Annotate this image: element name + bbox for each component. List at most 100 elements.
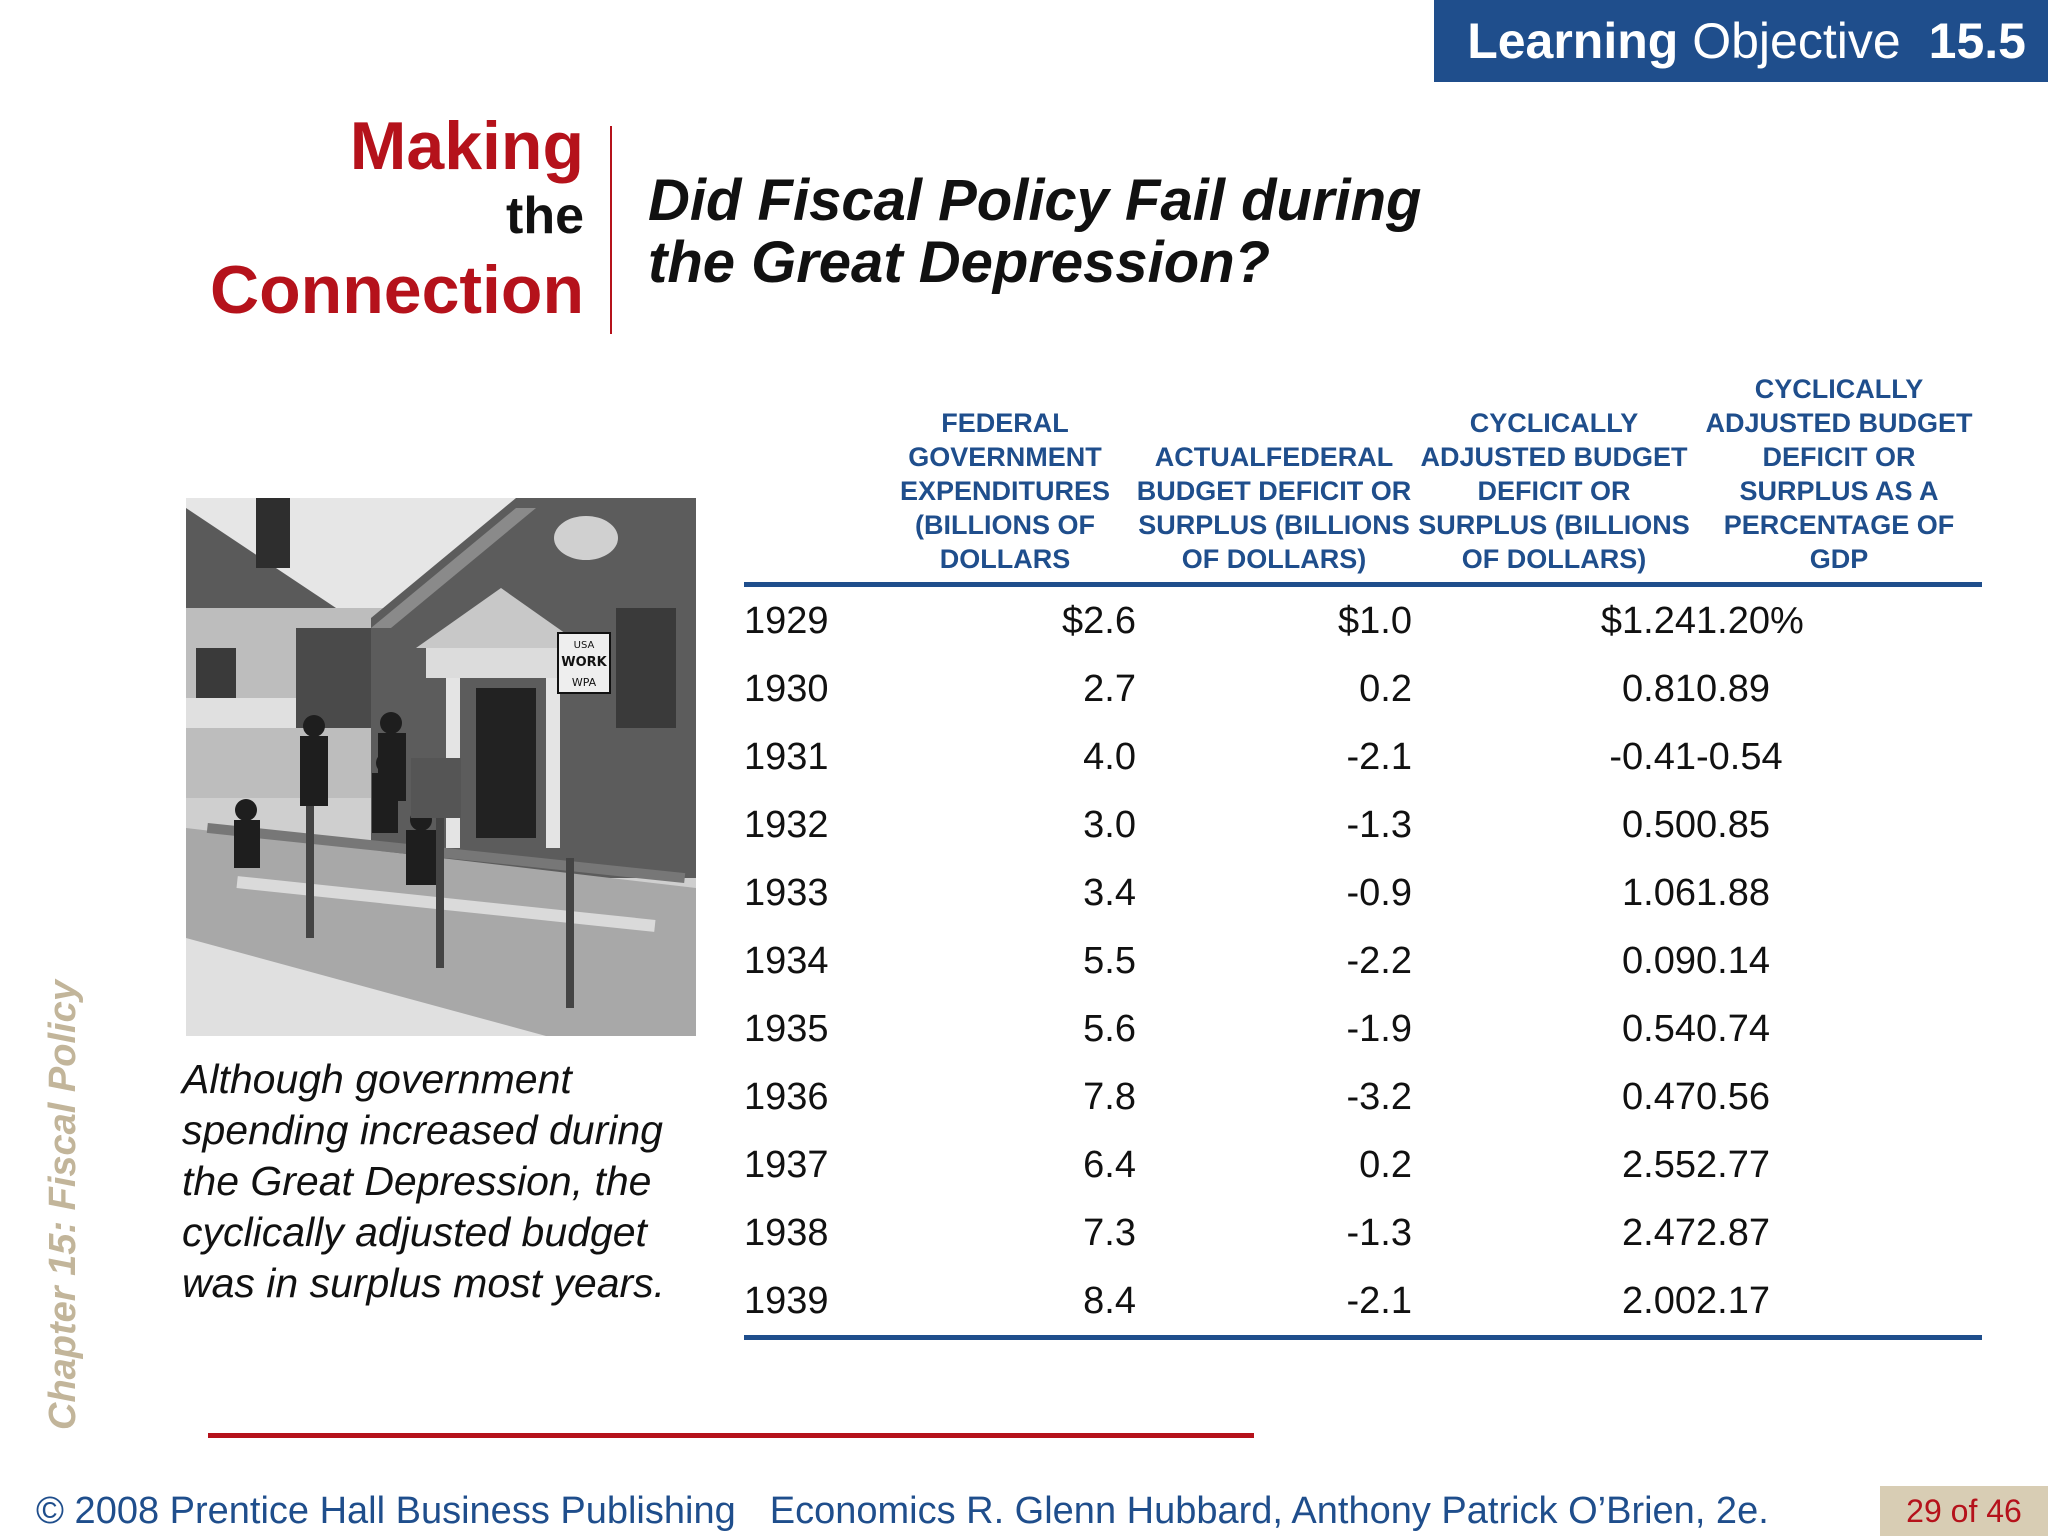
cell-year: 1938 <box>744 1211 829 1254</box>
table-row: 1934 5.5 -2.2 0.09 0.14 <box>744 927 1982 995</box>
cell-cyclically-adjusted: 0.47 <box>1622 1075 1696 1118</box>
table-row: 1939 8.4 -2.1 2.00 2.17 <box>744 1267 1982 1340</box>
cell-actual-deficit: 0.2 <box>1359 667 1412 710</box>
header-percent-gdp: CYCLICALLY ADJUSTED BUDGET DEFICIT OR SU… <box>1696 372 1982 587</box>
photo-sign-line1: USA <box>574 640 595 651</box>
table-row: 1929 $2.6 $1.0 $1.24 1.20% <box>744 585 1982 656</box>
table-row: 1937 6.4 0.2 2.55 2.77 <box>744 1131 1982 1199</box>
cell-cyclically-adjusted: 0.09 <box>1622 939 1696 982</box>
caption-line: Although government <box>182 1056 572 1102</box>
table-row: 1930 2.7 0.2 0.81 0.89 <box>744 655 1982 723</box>
cell-expenditures: 7.3 <box>1083 1211 1136 1254</box>
mtc-connection: Connection <box>210 252 584 328</box>
cell-year: 1930 <box>744 667 829 710</box>
cell-actual-deficit: -2.2 <box>1346 939 1412 982</box>
table-row: 1936 7.8 -3.2 0.47 0.56 <box>744 1063 1982 1131</box>
cell-cyclically-adjusted: 2.00 <box>1412 1267 1696 1340</box>
cell-cyclically-adjusted: 0.81 <box>1622 667 1696 710</box>
learning-objective-banner: Learning Objective 15.5 <box>1434 0 2048 82</box>
cell-actual-deficit: -2.1 <box>1346 735 1412 778</box>
cell-percent-gdp: 1.88 <box>1696 871 1770 914</box>
cell-year: 1929 <box>744 599 829 642</box>
cell-percent-gdp: 0.85 <box>1696 803 1770 846</box>
table-header-row: FEDERAL GOVERNMENT EXPENDITURES (BILLION… <box>744 372 1982 587</box>
cell-year: 1935 <box>744 1007 829 1050</box>
cell-percent-gdp: 1.20% <box>1696 599 1804 642</box>
caption-line: spending increased during <box>182 1107 663 1153</box>
cell-actual-deficit: -3.2 <box>1346 1075 1412 1118</box>
cell-expenditures: 6.4 <box>1083 1143 1136 1186</box>
footer-divider <box>208 1433 1254 1438</box>
title-line-2: the Great Depression? <box>648 230 1271 295</box>
footer: © 2008 Prentice Hall Business Publishing… <box>36 1490 1769 1533</box>
wpa-workers-photo: USA WORK WPA <box>186 498 696 1036</box>
cell-expenditures: $2.6 <box>1062 599 1136 642</box>
cell-year: 1936 <box>744 1075 829 1118</box>
cell-year: 1932 <box>744 803 829 846</box>
cell-percent-gdp: 0.74 <box>1696 1007 1770 1050</box>
title-line-1: Did Fiscal Policy Fail during <box>648 168 1422 233</box>
cell-cyclically-adjusted: $1.24 <box>1600 599 1696 642</box>
fiscal-policy-table: FEDERAL GOVERNMENT EXPENDITURES (BILLION… <box>744 372 1982 1340</box>
cell-year: 1931 <box>744 735 829 778</box>
chapter-label: Chapter 15: Fiscal Policy <box>42 980 84 1430</box>
header-cyclically-adjusted: CYCLICALLY ADJUSTED BUDGET DEFICIT OR SU… <box>1412 372 1696 587</box>
footer-publisher: © 2008 Prentice Hall Business Publishing <box>36 1490 736 1532</box>
slide-title: Did Fiscal Policy Fail during the Great … <box>648 170 1548 294</box>
cell-expenditures: 4.0 <box>1083 735 1136 778</box>
cell-percent-gdp: 0.56 <box>1696 1075 1770 1118</box>
making-the-connection-label: Making the Connection <box>150 112 584 324</box>
caption-line: was in surplus most years. <box>182 1260 666 1306</box>
cell-percent-gdp: 0.89 <box>1696 667 1770 710</box>
cell-actual-deficit: -0.9 <box>1346 871 1412 914</box>
cell-cyclically-adjusted: -0.41 <box>1609 735 1696 778</box>
table-row: 1933 3.4 -0.9 1.06 1.88 <box>744 859 1982 927</box>
cell-actual-deficit: -1.3 <box>1346 803 1412 846</box>
cell-actual-deficit: $1.0 <box>1338 599 1412 642</box>
cell-percent-gdp: 2.17 <box>1696 1267 1982 1340</box>
cell-expenditures: 3.0 <box>1083 803 1136 846</box>
cell-percent-gdp: 2.87 <box>1696 1211 1770 1254</box>
mtc-the: the <box>506 187 584 245</box>
photo-sign-line3: WPA <box>572 676 597 689</box>
caption-line: cyclically adjusted budget <box>182 1209 647 1255</box>
header-expenditures: FEDERAL GOVERNMENT EXPENDITURES (BILLION… <box>874 372 1136 587</box>
cell-year: 1937 <box>744 1143 829 1186</box>
cell-cyclically-adjusted: 2.47 <box>1622 1211 1696 1254</box>
cell-year: 1934 <box>744 939 829 982</box>
table-row: 1935 5.6 -1.9 0.54 0.74 <box>744 995 1982 1063</box>
cell-expenditures: 2.7 <box>1083 667 1136 710</box>
page-number: 29 of 46 <box>1880 1486 2048 1536</box>
banner-number: 15.5 <box>1928 13 2026 69</box>
cell-expenditures: 3.4 <box>1083 871 1136 914</box>
cell-actual-deficit: 0.2 <box>1359 1143 1412 1186</box>
cell-actual-deficit: -1.3 <box>1346 1211 1412 1254</box>
cell-percent-gdp: 2.77 <box>1696 1143 1770 1186</box>
cell-year: 1939 <box>744 1267 874 1340</box>
cell-year: 1933 <box>744 871 829 914</box>
table-row: 1931 4.0 -2.1 -0.41 -0.54 <box>744 723 1982 791</box>
cell-expenditures: 5.6 <box>1083 1007 1136 1050</box>
cell-actual-deficit: -2.1 <box>1136 1267 1412 1340</box>
cell-expenditures: 7.8 <box>1083 1075 1136 1118</box>
photo-caption: Although government spending increased d… <box>182 1054 702 1309</box>
cell-cyclically-adjusted: 1.06 <box>1622 871 1696 914</box>
caption-line: the Great Depression, the <box>182 1158 652 1204</box>
title-divider <box>610 126 612 334</box>
footer-book: Economics R. Glenn Hubbard, Anthony Patr… <box>769 1490 1769 1532</box>
mtc-making: Making <box>349 108 584 184</box>
header-actual-deficit: ACTUALFEDERAL BUDGET DEFICIT OR SURPLUS … <box>1136 372 1412 587</box>
cell-cyclically-adjusted: 0.50 <box>1622 803 1696 846</box>
header-year <box>744 372 874 587</box>
cell-percent-gdp: 0.14 <box>1696 939 1770 982</box>
cell-cyclically-adjusted: 0.54 <box>1622 1007 1696 1050</box>
cell-expenditures: 5.5 <box>1083 939 1136 982</box>
table-row: 1938 7.3 -1.3 2.47 2.87 <box>744 1199 1982 1267</box>
cell-percent-gdp: -0.54 <box>1696 735 1783 778</box>
cell-actual-deficit: -1.9 <box>1346 1007 1412 1050</box>
banner-objective: Objective <box>1692 13 1901 69</box>
banner-learning: Learning <box>1467 13 1679 69</box>
photo-sign-line2: WORK <box>561 655 607 670</box>
cell-cyclically-adjusted: 2.55 <box>1622 1143 1696 1186</box>
table-row: 1932 3.0 -1.3 0.50 0.85 <box>744 791 1982 859</box>
